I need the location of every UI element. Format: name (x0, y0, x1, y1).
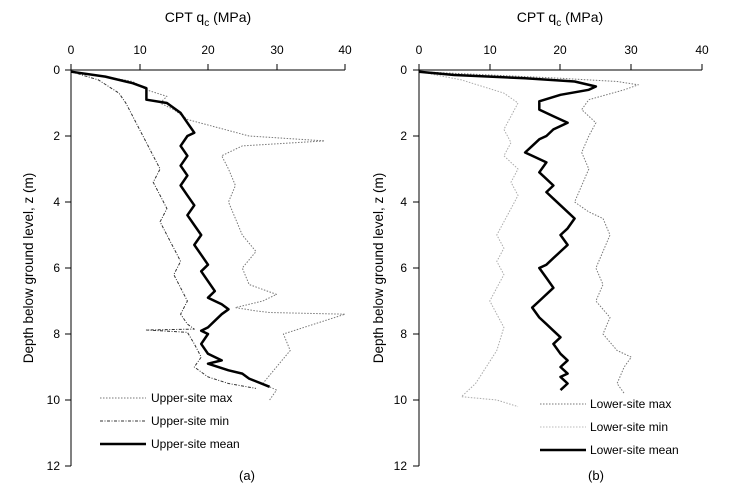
y-tick-label: 0 (400, 63, 407, 77)
legend-label: Lower-site max (590, 397, 671, 411)
y-tick-label: 2 (400, 129, 407, 143)
x-tick-label: 20 (201, 43, 215, 57)
x-tick-label: 30 (270, 43, 284, 57)
legend-label: Upper-site min (151, 414, 229, 428)
panel-a: CPT qc (MPa) 0 10 20 30 40 0 2 4 6 8 10 … (21, 9, 352, 483)
y-axis-label: Depth below ground level, z (m) (21, 173, 36, 364)
legend-label: Upper-site max (151, 391, 232, 405)
y-tick-label: 4 (400, 195, 407, 209)
series-line-upper-site-max (70, 71, 346, 401)
panel-b-title: CPT qc (MPa) (517, 9, 603, 29)
legend-label: Upper-site mean (151, 437, 240, 451)
panel-b-series (418, 70, 639, 408)
panel-label: (b) (588, 468, 604, 483)
series-line-lower-site-max (418, 71, 639, 394)
x-tick-label: 10 (483, 43, 497, 57)
y-tick-label: 6 (53, 261, 60, 275)
panel-label: (a) (239, 468, 255, 483)
y-tick-label: 10 (394, 393, 408, 407)
y-tick-label: 2 (53, 129, 60, 143)
y-tick-label: 8 (53, 327, 60, 341)
y-tick-label: 12 (394, 459, 408, 473)
y-tick-label: 8 (400, 327, 407, 341)
x-tick-label: 0 (68, 43, 75, 57)
series-line-upper-site-mean (70, 70, 271, 388)
panel-b-legend: Lower-site max Lower-site min Lower-site… (540, 397, 679, 457)
panel-b-axes (413, 64, 703, 467)
series-line-lower-site-mean (418, 70, 598, 392)
x-tick-label: 0 (416, 43, 423, 57)
series-line-lower-site-min (418, 71, 519, 408)
x-tick-label: 10 (133, 43, 147, 57)
y-tick-label: 10 (47, 393, 61, 407)
x-tick-label: 40 (695, 43, 709, 57)
x-tick-label: 40 (338, 43, 352, 57)
legend-label: Lower-site min (590, 420, 668, 434)
series-line-upper-site-min (70, 71, 257, 389)
panel-a-legend: Upper-site max Upper-site min Upper-site… (100, 391, 240, 451)
legend-label: Lower-site mean (590, 443, 679, 457)
y-tick-label: 6 (400, 261, 407, 275)
panel-a-axes (65, 64, 346, 467)
y-axis-label: Depth below ground level, z (m) (371, 173, 386, 364)
panel-a-series (70, 70, 346, 401)
y-tick-label: 12 (47, 459, 61, 473)
panel-b: CPT qc (MPa) 0 10 20 30 40 0 2 4 6 8 10 … (371, 9, 709, 483)
y-tick-label: 4 (53, 195, 60, 209)
y-tick-label: 0 (53, 63, 60, 77)
x-tick-label: 20 (553, 43, 567, 57)
panel-a-title: CPT qc (MPa) (165, 9, 251, 29)
x-tick-label: 30 (624, 43, 638, 57)
